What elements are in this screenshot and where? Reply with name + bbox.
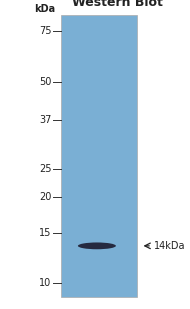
Text: 20: 20 xyxy=(39,192,51,202)
Text: 75: 75 xyxy=(39,26,51,36)
Text: kDa: kDa xyxy=(34,4,55,14)
Text: 37: 37 xyxy=(39,115,51,125)
Text: 50: 50 xyxy=(39,77,51,87)
Text: 14kDa: 14kDa xyxy=(154,241,185,251)
Text: 15: 15 xyxy=(39,228,51,238)
Text: 10: 10 xyxy=(39,278,51,288)
Ellipse shape xyxy=(78,243,116,249)
Text: Western Blot: Western Blot xyxy=(72,0,163,9)
Bar xyxy=(61,15,137,297)
Text: 25: 25 xyxy=(39,164,51,174)
